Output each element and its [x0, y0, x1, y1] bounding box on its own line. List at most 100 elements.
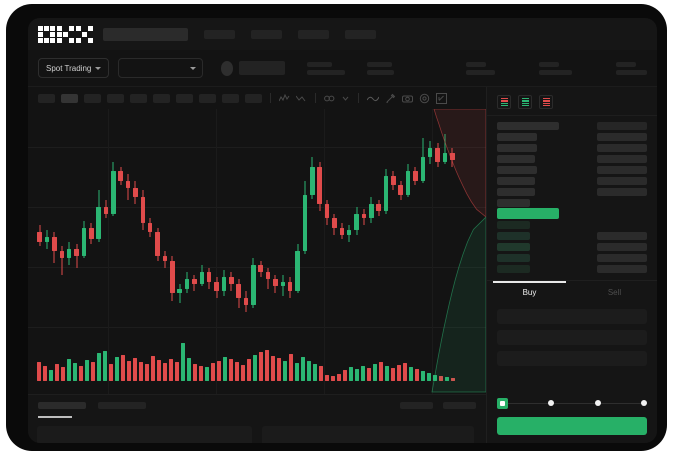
nav-item-1[interactable] — [204, 29, 235, 39]
tab-buy[interactable]: Buy — [487, 281, 572, 303]
volume-bar — [145, 364, 149, 381]
stat-value — [307, 69, 345, 75]
order-total-field[interactable] — [497, 351, 647, 366]
tab-order-history[interactable] — [98, 402, 146, 409]
volume-bar — [247, 359, 251, 381]
orderbook-row-selected[interactable] — [497, 208, 647, 219]
market-stats — [307, 61, 647, 75]
compare-icon[interactable] — [324, 94, 335, 103]
stat-value — [616, 69, 647, 75]
toolbar-divider — [270, 93, 271, 103]
orderbook-row[interactable] — [497, 230, 647, 241]
stepper-node-2[interactable] — [548, 400, 555, 406]
camera-icon[interactable] — [402, 94, 413, 103]
volume-bar — [307, 361, 311, 381]
volume-bar — [391, 368, 395, 381]
order-amount-field[interactable] — [497, 330, 647, 345]
orderbook-mode-both[interactable] — [497, 95, 511, 109]
volume-bar — [193, 364, 197, 381]
price-chart[interactable] — [28, 109, 486, 394]
orderbook-row[interactable] — [497, 186, 647, 197]
candle — [192, 123, 197, 323]
trade-sidebar: Buy Sell — [486, 87, 657, 443]
volume-bar — [277, 358, 281, 381]
orderbook-header — [497, 120, 647, 131]
timeframe-chip-5[interactable] — [130, 93, 147, 103]
timeframe-chip-10[interactable] — [245, 93, 262, 103]
candle — [391, 123, 396, 323]
volume-bar — [115, 357, 119, 381]
candle — [88, 123, 94, 323]
orderbook-row[interactable] — [497, 175, 647, 186]
market-subbar: Spot Trading — [28, 50, 657, 87]
last-price — [239, 61, 285, 75]
timeframe-chip-8[interactable] — [199, 93, 216, 103]
stepper-node-1[interactable] — [497, 397, 508, 409]
timeframe-chip-4[interactable] — [107, 93, 124, 103]
trading-mode-label: Spot Trading — [46, 63, 92, 73]
nav-item-3[interactable] — [298, 29, 329, 39]
orderbook-row[interactable] — [497, 164, 647, 175]
candle — [111, 123, 116, 323]
tab-sell[interactable]: Sell — [607, 288, 622, 297]
timeframe-chip-6[interactable] — [153, 93, 170, 103]
panel-action-2[interactable] — [443, 402, 476, 409]
candle — [258, 123, 263, 323]
candle — [52, 123, 57, 323]
nav-item-2[interactable] — [251, 29, 282, 39]
orderbook-mode-bids[interactable] — [518, 95, 532, 109]
orderbook-row[interactable] — [497, 131, 647, 142]
stepper-node-3[interactable] — [594, 400, 601, 406]
volume-bar — [43, 366, 47, 381]
candle — [405, 123, 411, 323]
timeframe-chip-9[interactable] — [222, 93, 239, 103]
candle — [206, 123, 212, 323]
stepper-node-4[interactable] — [640, 400, 647, 406]
pair-select[interactable] — [118, 58, 203, 78]
tab-open-orders[interactable] — [38, 402, 86, 409]
volume-bar — [163, 363, 167, 381]
orderbook-row[interactable] — [497, 263, 647, 274]
okx-logo[interactable] — [38, 25, 93, 43]
nav-item-4[interactable] — [345, 29, 376, 39]
candle — [251, 123, 256, 323]
timeframe-chip-1[interactable] — [38, 93, 55, 103]
candlestick-series — [36, 123, 456, 323]
stat-item — [616, 61, 647, 75]
depth-overlay — [424, 109, 486, 394]
indicator-icon[interactable] — [279, 93, 290, 103]
dropdown-icon[interactable] — [341, 94, 350, 103]
timeframe-chip-3[interactable] — [84, 93, 101, 103]
buy-submit-button[interactable] — [497, 417, 647, 435]
orderbook-mode-asks[interactable] — [539, 95, 553, 109]
trading-mode-select[interactable]: Spot Trading — [38, 58, 110, 78]
line-chart-icon[interactable] — [367, 94, 379, 103]
volume-bar — [265, 350, 269, 381]
settings-icon[interactable] — [419, 93, 430, 104]
orderbook-row[interactable] — [497, 219, 647, 230]
amount-stepper[interactable] — [497, 397, 647, 409]
timeframe-chip-7[interactable] — [176, 93, 193, 103]
stat-item — [307, 61, 345, 75]
stat-value — [466, 69, 495, 75]
volume-bar — [49, 370, 53, 381]
candle — [398, 123, 403, 323]
panel-action-1[interactable] — [400, 402, 433, 409]
timeframe-chip-2[interactable] — [61, 93, 78, 103]
pencil-icon[interactable] — [385, 93, 396, 104]
volume-bar — [313, 364, 317, 381]
fullscreen-icon[interactable] — [436, 92, 447, 104]
volume-bar — [199, 366, 203, 381]
volume-bar — [379, 362, 383, 381]
candle — [118, 123, 123, 323]
chart-type-icon[interactable] — [296, 94, 307, 103]
orderbook-row[interactable] — [497, 197, 647, 208]
orderbook[interactable] — [487, 115, 657, 274]
orderbook-row[interactable] — [497, 153, 647, 164]
orderbook-row[interactable] — [497, 241, 647, 252]
order-price-field[interactable] — [497, 309, 647, 324]
search-input[interactable] — [103, 27, 188, 41]
volume-bar — [55, 364, 59, 381]
orderbook-row[interactable] — [497, 252, 647, 263]
orderbook-row[interactable] — [497, 142, 647, 153]
